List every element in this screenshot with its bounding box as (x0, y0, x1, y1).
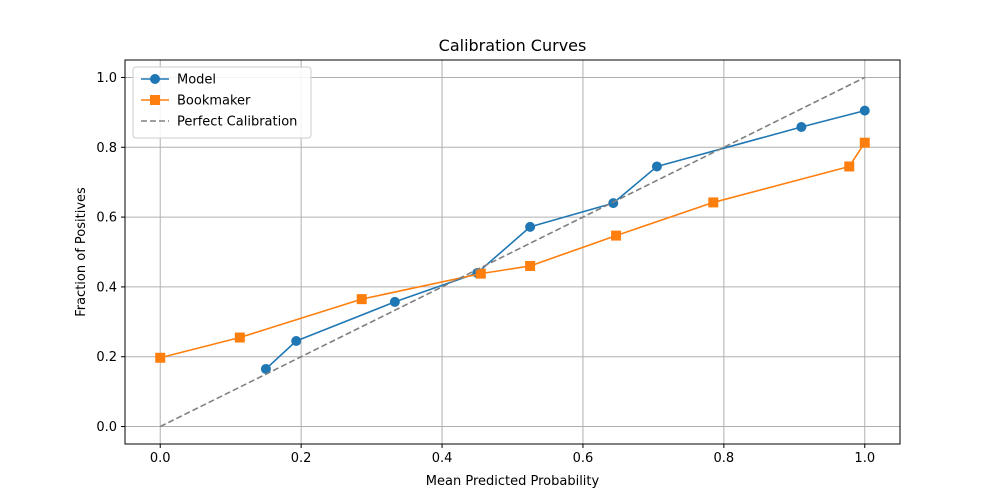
legend-item-model: Model (141, 73, 216, 88)
x-tick-label: 0.8 (714, 451, 735, 466)
series-layer (155, 76, 870, 428)
y-axis-label: Fraction of Positives (74, 187, 89, 317)
y-tick-label: 0.2 (96, 350, 117, 365)
model-point (651, 161, 662, 172)
model-point (859, 105, 870, 116)
bookmaker-point (525, 260, 536, 271)
model-series (260, 105, 870, 374)
x-tick-label: 1.0 (854, 451, 875, 466)
model-point (389, 296, 400, 307)
plot-frame (124, 59, 901, 445)
y-tick-label: 0.0 (96, 420, 117, 435)
bookmaker-point (234, 332, 245, 343)
legend-label: Perfect Calibration (177, 115, 297, 130)
perfect-calibration-series (159, 76, 866, 428)
legend-label: Model (177, 73, 216, 88)
bookmaker-point (611, 230, 622, 241)
y-tick-label: 0.8 (96, 141, 117, 156)
legend-swatch-marker (150, 74, 160, 84)
legend-swatch-marker (150, 95, 160, 105)
chart-title: Calibration Curves (439, 36, 587, 55)
x-tick-label: 0.0 (150, 451, 171, 466)
bookmaker-point (844, 161, 855, 172)
legend-box (132, 66, 312, 139)
bookmaker-series (155, 137, 870, 363)
y-tick-label: 1.0 (96, 71, 117, 86)
y-tick-label: 0.4 (96, 280, 117, 295)
perfect-calibration-line (159, 76, 866, 428)
model-point (525, 221, 536, 232)
bookmaker-point (155, 352, 166, 363)
x-axis-label: Mean Predicted Probability (426, 474, 600, 489)
x-tick-label: 0.4 (432, 451, 453, 466)
legend-label: Bookmaker (177, 94, 251, 109)
ticks: 0.0 0.2 0.4 0.6 0.8 1.0 0.0 0.2 0.4 0.6 0.8 1.0 (96, 71, 875, 466)
grid (125, 60, 900, 444)
legend-item-bookmaker: Bookmaker (141, 94, 251, 109)
model-point (291, 336, 302, 347)
model-point (796, 122, 807, 133)
y-tick-label: 0.6 (96, 211, 117, 226)
legend: Model Bookmaker Perfect Calibration (132, 66, 312, 139)
bookmaker-point (708, 197, 719, 208)
bookmaker-point (859, 137, 870, 148)
legend-item-perfect-calibration: Perfect Calibration (141, 115, 297, 130)
x-tick-label: 0.6 (573, 451, 594, 466)
bookmaker-point (475, 268, 486, 279)
x-tick-label: 0.2 (291, 451, 312, 466)
bookmaker-point (356, 294, 367, 305)
